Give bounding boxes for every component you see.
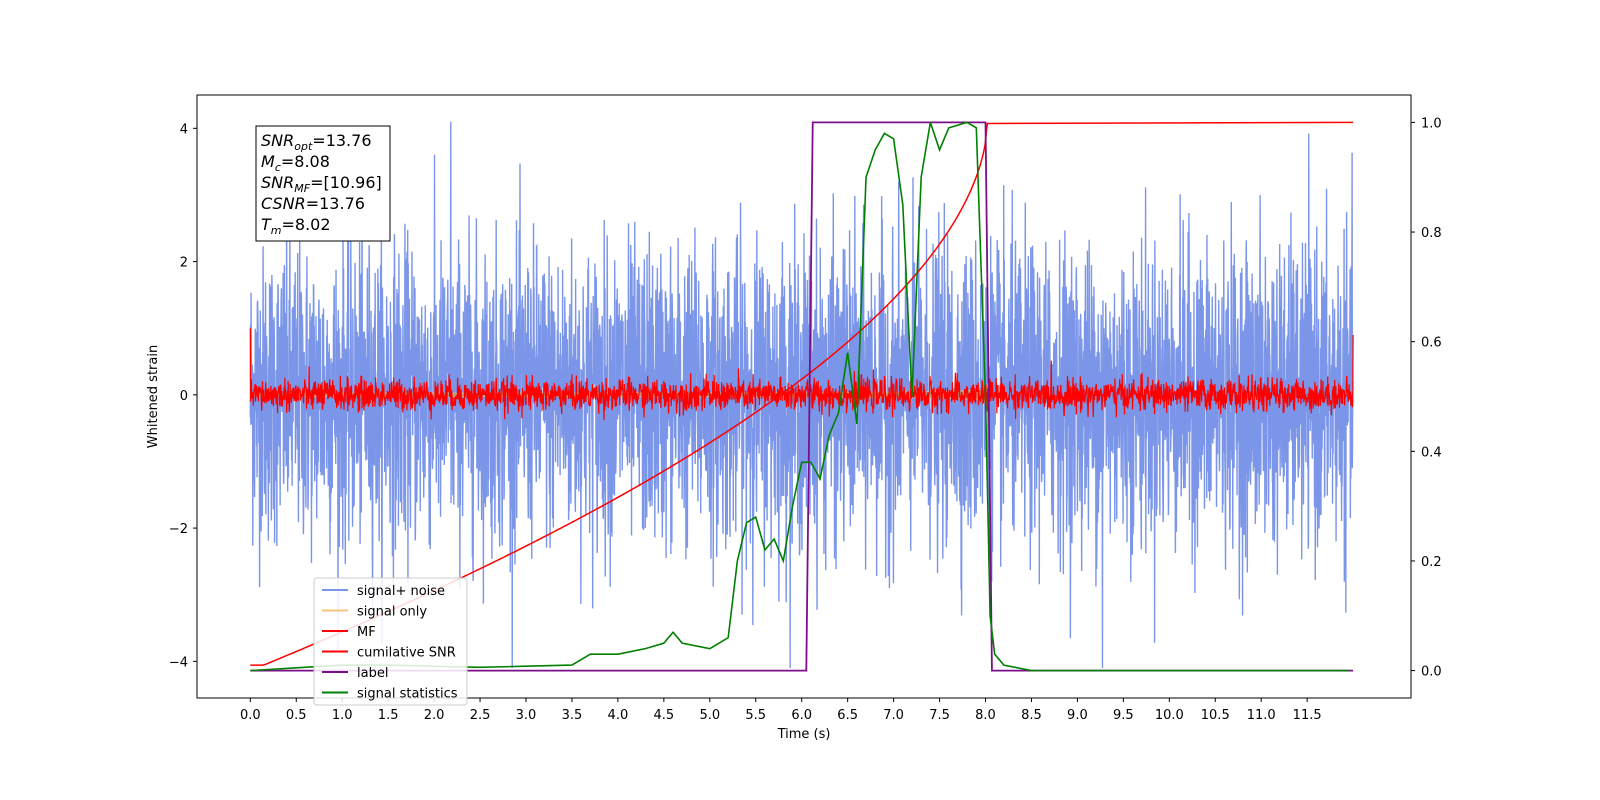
x-axis: 0.0 0.5 1.0 1.5 2.0 2.5 3.0 3.5 4.0 4.5 5.0 5.5 6.0 6… [240,698,1322,723]
legend-entry: signal+ noise [357,584,445,599]
x-tick-label: 0.0 [240,708,261,723]
annotation-symbol: SNR [261,173,294,192]
legend-entry: signal statistics [357,687,458,702]
legend-frame [313,577,468,706]
y-tick-label-right: 0.2 [1421,555,1442,570]
x-tick-label: 11.5 [1293,708,1322,723]
x-tick-label: 0.5 [286,708,307,723]
y-tick-label-left: 0 [180,389,188,404]
x-tick-label: 10.5 [1201,708,1230,723]
annotation-subscript: m [271,224,282,237]
series-mf [249,328,1354,420]
x-tick-label: 11.0 [1247,708,1276,723]
legend: signal+ noise signal only MF cumilative SNR… [313,577,468,706]
x-tick-label: 2.5 [470,708,491,723]
annotation-frame [255,125,391,242]
x-tick-label: 2.0 [424,708,445,723]
annotation-line: Tm=8.02 [261,215,331,237]
annotation-line: CSNR=13.76 [261,194,365,213]
y-tick-label-left: −2 [169,522,188,537]
annotation-value: =8.02 [282,215,331,234]
x-tick-label: 4.0 [608,708,629,723]
x-tick-label: 6.0 [791,708,812,723]
annotation-symbol: CSNR [261,194,306,213]
x-tick-label: 4.5 [654,708,675,723]
legend-entry: label [357,666,388,681]
x-tick-label: 1.5 [378,708,399,723]
x-tick-label: 10.0 [1155,708,1184,723]
x-tick-label: 7.5 [929,708,950,723]
x-tick-label: 9.5 [1113,708,1134,723]
annotation-subscript: c [275,161,281,174]
annotation-subscript: opt [294,140,313,153]
y-tick-label-right: 1.0 [1421,116,1442,131]
annotation-line: SNRMF=[10.96] [261,173,382,195]
plot-area [249,121,1354,672]
y-tick-label-left: 2 [180,256,188,271]
x-tick-label: 9.0 [1067,708,1088,723]
y-tick-label-left: 4 [180,122,188,137]
annotation-line: Mc=8.08 [261,152,330,174]
x-tick-label: 7.0 [883,708,904,723]
legend-entry: cumilative SNR [357,646,456,661]
y-axis-right: 1.0 0.8 0.6 0.4 0.2 0.0 [1411,116,1442,680]
series-signal-statistics [250,121,1349,672]
x-tick-label: 1.0 [332,708,353,723]
annotation-subscript: MF [294,182,310,195]
y-tick-label-left: −4 [169,655,188,670]
x-tick-label: 8.5 [1021,708,1042,723]
legend-entry: signal only [357,605,427,620]
x-tick-label: 5.5 [745,708,766,723]
x-tick-label: 6.5 [837,708,858,723]
annotation-line: SNRopt=13.76 [261,131,372,153]
annotation-symbol: SNR [261,131,294,150]
x-tick-label: 3.0 [516,708,537,723]
annotation-value: =[10.96] [310,173,382,192]
annotation-value: =8.08 [281,152,330,171]
x-axis-label: Time (s) [777,727,831,742]
annotation-value: =13.76 [312,131,371,150]
y-axis-label: Whitened strain [146,345,161,448]
y-tick-label-right: 0.6 [1421,336,1442,351]
y-tick-label-right: 0.4 [1421,445,1442,460]
y-tick-label-right: 0.0 [1421,665,1442,680]
axes-frame [196,94,1412,699]
stats-annotation-box: SNRopt=13.76Mc=8.08SNRMF=[10.96]CSNR=13.… [255,125,391,242]
x-tick-label: 3.5 [562,708,583,723]
annotation-symbol: M [261,152,275,171]
x-tick-label: 8.0 [975,708,996,723]
annotation-symbol: T [261,215,272,234]
x-tick-label: 5.0 [699,708,720,723]
y-tick-label-right: 0.8 [1421,226,1442,241]
legend-entry: MF [357,625,376,640]
annotation-value: =13.76 [306,194,365,213]
y-axis-left: 4 2 0 −2 −4 [169,122,197,670]
